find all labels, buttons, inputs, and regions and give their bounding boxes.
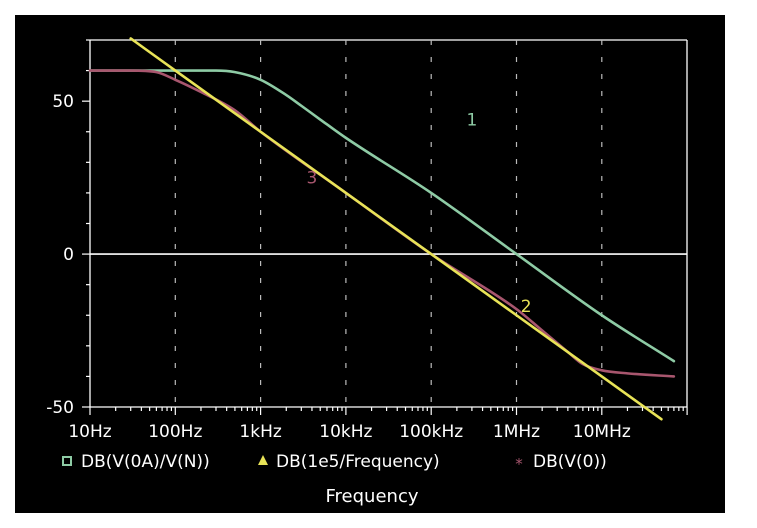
- y-tick-label: -50: [46, 398, 74, 418]
- axes: 10Hz 100Hz 1kHz 10kHz 100kHz 1MHz 10MHz 50 0 -50: [46, 39, 688, 442]
- x-tick-label: 1kHz: [239, 422, 281, 442]
- x-tick-label: 100kHz: [399, 422, 463, 442]
- grid: [90, 40, 687, 407]
- series-line-3: [88, 69, 676, 378]
- x-tick-label: 100Hz: [148, 422, 202, 442]
- x-tick-label: 10Hz: [68, 422, 111, 442]
- x-axis-title: Frequency: [326, 486, 419, 507]
- legend-label: DB(V(0)): [533, 452, 607, 472]
- x-tick-label: 1MHz: [493, 422, 540, 442]
- series-layer: [88, 37, 676, 421]
- curve-label-3: 3: [307, 169, 318, 189]
- curve-labels: 1 2 3: [307, 111, 532, 318]
- y-tick-label: 50: [52, 92, 74, 112]
- legend-label: DB(1e5/Frequency): [276, 452, 440, 472]
- bode-chart: 10Hz 100Hz 1kHz 10kHz 100kHz 1MHz 10MHz500-50 …: [46, 37, 688, 507]
- legend-label: DB(V(0A)/V(N)): [81, 452, 210, 472]
- series-line-1: [88, 69, 676, 363]
- x-tick-label: 10MHz: [573, 422, 631, 442]
- curve-label-2: 2: [521, 297, 532, 317]
- curve-label-1: 1: [466, 111, 477, 131]
- x-tick-label: 10kHz: [319, 422, 372, 442]
- legend-triangle-icon: [258, 455, 268, 465]
- legend: DB(V(0A)/V(N)) DB(1e5/Frequency) * DB(V(0)): [62, 452, 607, 473]
- legend-square-icon: [62, 456, 72, 466]
- chart-panel: 10Hz 100Hz 1kHz 10kHz 100kHz 1MHz 10MHz 50 0 -50 …: [15, 15, 725, 513]
- series-line-2: [129, 37, 663, 421]
- legend-asterisk-icon: *: [515, 455, 523, 473]
- y-tick-label: 0: [63, 245, 74, 265]
